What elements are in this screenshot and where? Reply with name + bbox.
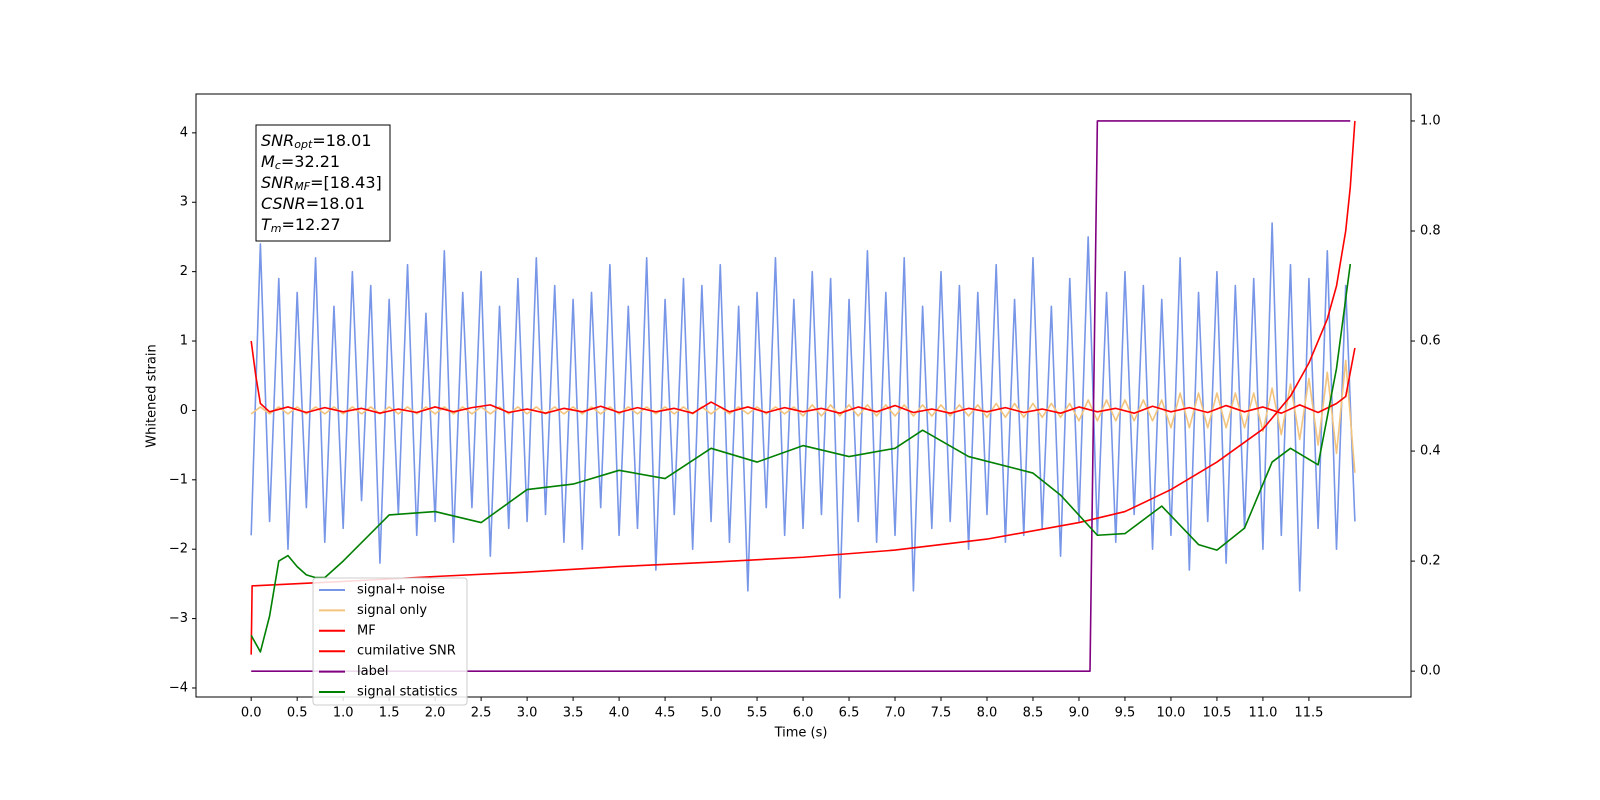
annotation: Mc=32.21	[261, 152, 340, 173]
y-tick-label: 0	[180, 403, 188, 418]
annotation-rest: =18.01	[306, 194, 365, 213]
x-tick-label: 10.5	[1202, 706, 1231, 721]
x-tick-label: 2.5	[471, 706, 492, 721]
annotation: Tm=12.27	[261, 215, 341, 236]
annotation-main: CSNR	[261, 194, 306, 213]
x-tick-label: 9.0	[1069, 706, 1090, 721]
annotation-rest: =[18.43]	[310, 173, 382, 192]
y2-tick-label: 0.4	[1420, 444, 1441, 459]
y-tick-label: 4	[180, 125, 188, 140]
x-tick-label: 7.5	[931, 706, 952, 721]
series-line	[250, 120, 1356, 655]
y-axis-label: Whitened strain	[145, 344, 160, 447]
legend-label: signal statistics	[357, 685, 458, 700]
annotation-box	[255, 124, 391, 242]
x-tick-label: 6.0	[793, 706, 814, 721]
y-tick-label: 1	[180, 334, 188, 349]
annotation: SNRMF=[18.43]	[261, 173, 382, 194]
x-tick-label: 4.5	[655, 706, 676, 721]
x-tick-label: 4.0	[609, 706, 630, 721]
series-line	[250, 263, 1352, 653]
x-tick-label: 1.0	[333, 706, 354, 721]
annotation-main: M	[261, 152, 275, 171]
series-line	[250, 222, 1356, 599]
x-tick-label: 11.5	[1294, 706, 1323, 721]
x-tick-label: 3.0	[517, 706, 538, 721]
y2-tick-label: 0.8	[1420, 223, 1441, 238]
x-tick-label: 1.5	[379, 706, 400, 721]
legend-label: signal+ noise	[357, 583, 445, 598]
annotation-sub: MF	[294, 180, 310, 193]
x-tick-label: 3.5	[563, 706, 584, 721]
y-tick-label: 2	[180, 264, 188, 279]
y-tick-label: −2	[169, 542, 188, 557]
annotation-sub: m	[271, 222, 282, 235]
y2-tick-label: 0.6	[1420, 334, 1441, 349]
annotation-rest: =18.01	[312, 131, 371, 150]
x-tick-label: 9.5	[1115, 706, 1136, 721]
annotation-sub: c	[275, 159, 281, 172]
annotation-main: SNR	[261, 173, 294, 192]
x-tick-label: 10.0	[1156, 706, 1185, 721]
x-tick-label: 8.5	[1023, 706, 1044, 721]
annotation-main: SNR	[261, 131, 294, 150]
y2-tick-label: 0.2	[1420, 554, 1441, 569]
series-line	[250, 340, 1356, 414]
y2-tick-label: 1.0	[1420, 113, 1441, 128]
x-tick-label: 5.5	[747, 706, 768, 721]
series-line	[251, 120, 1351, 672]
legend-label: label	[357, 664, 388, 679]
annotation-rest: =12.27	[282, 215, 341, 234]
x-tick-label: 0.5	[287, 706, 308, 721]
x-axis-label: Time (s)	[774, 726, 828, 741]
x-tick-label: 8.0	[977, 706, 998, 721]
x-tick-label: 11.0	[1248, 706, 1277, 721]
y-tick-label: 3	[180, 195, 188, 210]
y-tick-label: −1	[169, 472, 188, 487]
annotation-main: T	[261, 215, 272, 234]
y-tick-label: −3	[169, 611, 188, 626]
annotation-rest: =32.21	[281, 152, 340, 171]
x-tick-label: 2.0	[425, 706, 446, 721]
x-tick-label: 7.0	[885, 706, 906, 721]
legend-label: signal only	[357, 603, 427, 618]
legend-box	[312, 577, 468, 706]
annotation: CSNR=18.01	[261, 194, 365, 213]
legend-label: cumilative SNR	[357, 644, 456, 659]
legend-label: MF	[357, 623, 376, 638]
annotation-sub: opt	[294, 138, 313, 151]
x-tick-label: 6.5	[839, 706, 860, 721]
annotation: SNRopt=18.01	[261, 131, 372, 152]
x-tick-label: 5.0	[701, 706, 722, 721]
y-tick-label: −4	[169, 680, 188, 695]
series-line	[250, 359, 1356, 473]
x-tick-label: 0.0	[241, 706, 262, 721]
y2-tick-label: 0.0	[1420, 664, 1441, 679]
